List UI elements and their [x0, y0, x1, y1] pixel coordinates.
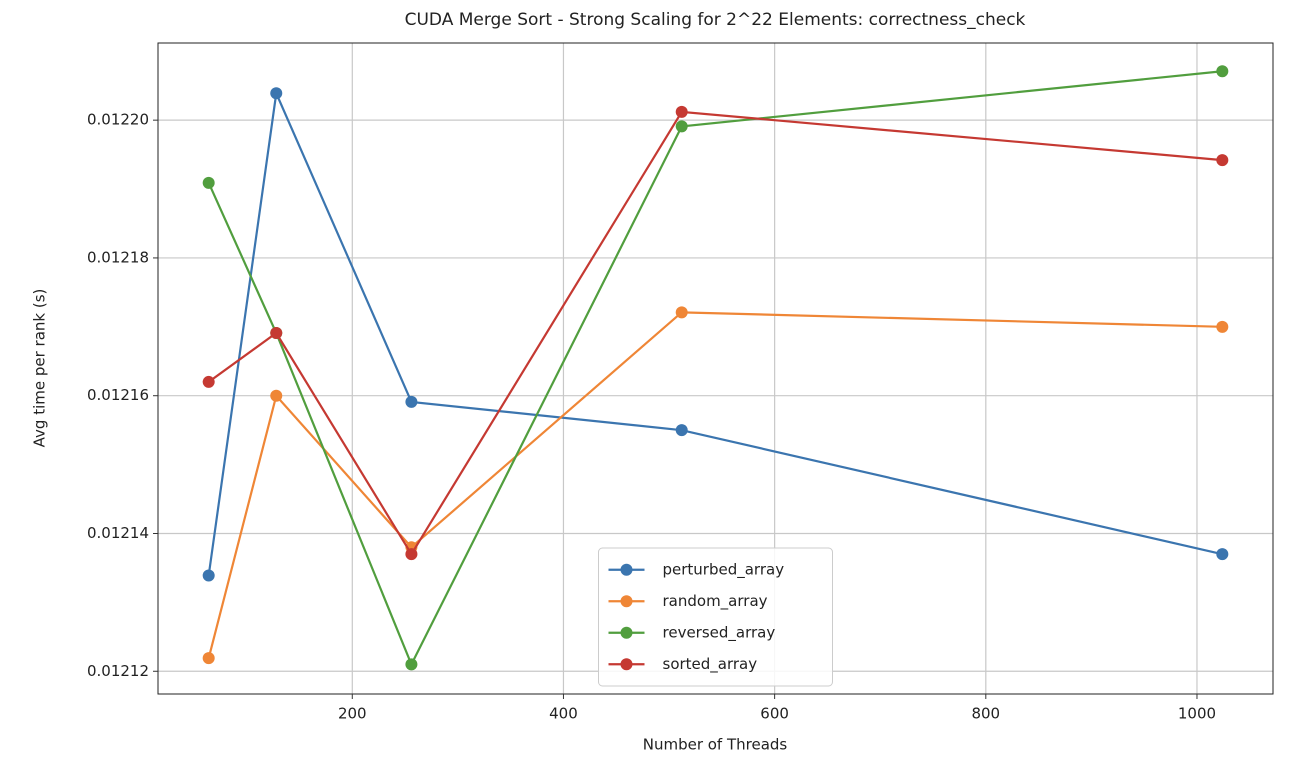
data-point	[202, 375, 215, 388]
data-point	[1216, 320, 1229, 333]
y-tick-label: 0.01212	[87, 662, 149, 680]
y-tick-label: 0.01214	[87, 524, 149, 542]
data-point	[202, 652, 215, 665]
x-tick-label: 800	[971, 705, 1000, 723]
data-point	[675, 120, 688, 133]
legend-label: random_array	[663, 592, 768, 611]
series-line	[207, 89, 1223, 576]
x-tick-label: 1000	[1178, 705, 1216, 723]
legend-marker	[620, 563, 633, 576]
data-point	[675, 105, 688, 118]
data-point	[202, 176, 215, 189]
data-point	[1216, 154, 1229, 167]
x-tick-label: 400	[549, 705, 578, 723]
y-tick-label: 0.01218	[87, 248, 149, 266]
legend-box	[598, 547, 833, 687]
data-point	[675, 424, 688, 437]
legend-label: sorted_array	[663, 655, 758, 674]
legend-marker	[620, 658, 633, 671]
plot-area	[202, 65, 1229, 671]
data-point	[675, 306, 688, 319]
legend-marker	[620, 626, 633, 639]
chart-title: CUDA Merge Sort - Strong Scaling for 2^2…	[405, 10, 1026, 30]
legend-label: reversed_array	[663, 623, 776, 642]
plot-frame	[157, 42, 1274, 695]
data-point	[405, 395, 418, 408]
legend: perturbed_array random_array reversed_arra…	[598, 547, 833, 687]
x-tick-label: 200	[338, 705, 367, 723]
x-axis-label: Number of Threads	[643, 736, 788, 754]
data-point	[1216, 548, 1229, 561]
data-point	[202, 569, 215, 582]
data-point	[405, 548, 418, 561]
data-point	[405, 658, 418, 671]
legend-label: perturbed_array	[663, 560, 785, 579]
x-tick-label: 600	[760, 705, 789, 723]
y-tick-label: 0.01216	[87, 386, 149, 404]
y-axis-label: Avg time per rank (s)	[31, 289, 49, 448]
legend-marker	[620, 595, 633, 608]
series-line	[208, 110, 1223, 557]
y-tick-label: 0.01220	[87, 111, 149, 129]
data-point	[270, 327, 283, 340]
data-point	[1216, 65, 1229, 78]
data-point	[270, 389, 283, 402]
data-point	[270, 87, 283, 100]
